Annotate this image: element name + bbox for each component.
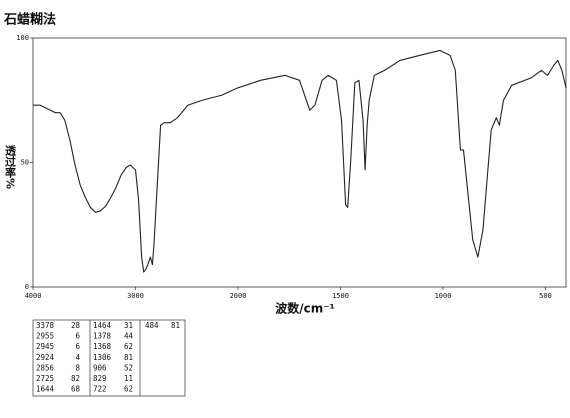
x-tick-label: 1500 — [332, 292, 349, 300]
peak-transmittance: 52 — [124, 363, 133, 372]
x-tick-label: 500 — [539, 292, 552, 300]
peak-transmittance: 31 — [124, 321, 133, 330]
peak-transmittance: 81 — [124, 353, 133, 362]
peak-wavenumber: 3378 — [36, 321, 55, 330]
peak-transmittance: 81 — [171, 321, 180, 330]
peak-wavenumber: 2955 — [36, 332, 54, 341]
x-tick-label: 2000 — [230, 292, 247, 300]
peak-transmittance: 62 — [124, 385, 133, 394]
peak-wavenumber: 1368 — [93, 342, 112, 351]
peak-transmittance: 28 — [71, 321, 81, 330]
peak-transmittance: 68 — [71, 385, 81, 394]
peak-wavenumber: 906 — [93, 363, 107, 372]
peak-wavenumber: 1644 — [36, 385, 55, 394]
peak-transmittance: 11 — [124, 374, 133, 383]
peak-transmittance: 8 — [75, 363, 80, 372]
plot-frame — [32, 37, 567, 288]
y-axis-label: 透过率% — [4, 145, 17, 189]
x-tick-label: 3000 — [127, 292, 144, 300]
peak-transmittance: 82 — [71, 374, 80, 383]
peak-wavenumber: 2725 — [36, 374, 54, 383]
peak-wavenumber: 829 — [93, 374, 107, 383]
x-axis-label: 波数/cm⁻¹ — [275, 301, 335, 316]
chart-title: 石蜡糊法 — [3, 12, 56, 28]
x-tick-label: 4000 — [25, 292, 42, 300]
peak-table-frame — [32, 319, 186, 397]
peak-transmittance: 62 — [124, 342, 133, 351]
y-tick-label: 0 — [25, 283, 29, 291]
peak-wavenumber: 1464 — [93, 321, 112, 330]
spectrum-line — [33, 49, 567, 273]
peak-wavenumber: 2856 — [36, 363, 55, 372]
peak-wavenumber: 2945 — [36, 342, 54, 351]
peak-wavenumber: 2924 — [36, 353, 55, 362]
peak-transmittance: 6 — [75, 342, 80, 351]
peak-transmittance: 44 — [124, 332, 134, 341]
peak-wavenumber: 722 — [93, 385, 107, 394]
peak-transmittance: 4 — [75, 353, 80, 362]
y-tick-label: 100 — [16, 34, 29, 42]
peak-wavenumber: 1306 — [93, 353, 112, 362]
x-tick-label: 1000 — [435, 292, 452, 300]
peak-transmittance: 6 — [75, 332, 80, 341]
peak-wavenumber: 1378 — [93, 332, 112, 341]
y-tick-label: 50 — [21, 159, 29, 167]
peak-wavenumber: 484 — [145, 321, 159, 330]
